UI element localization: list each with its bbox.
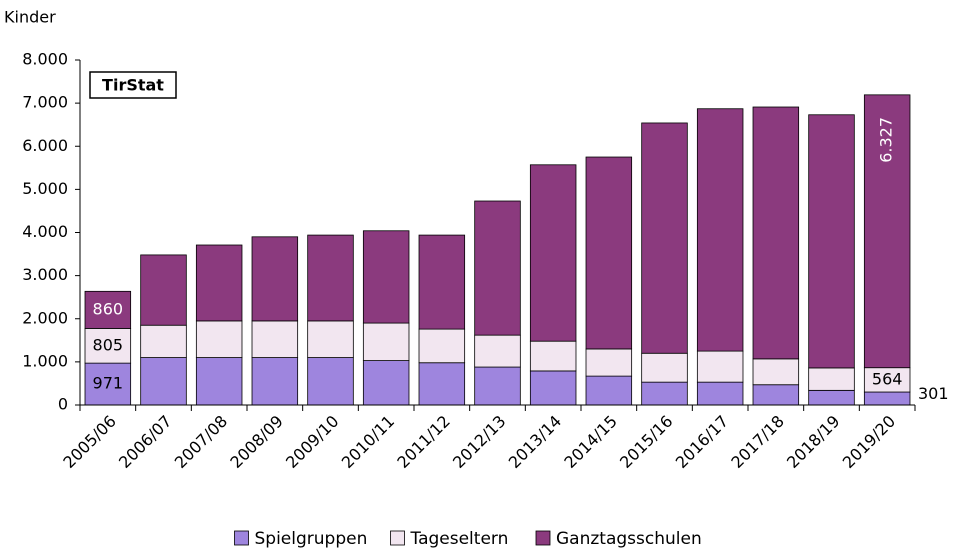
y-tick-label: 2.000 (22, 308, 68, 327)
bar-segment (585, 156, 633, 350)
bar-segment (140, 254, 187, 326)
bar-segment (529, 370, 577, 406)
value-label: 301 (918, 384, 949, 403)
legend-swatch (234, 530, 249, 546)
legend-label: Tageseltern (410, 529, 509, 549)
bar-segment (251, 236, 299, 322)
y-tick-label: 6.000 (22, 136, 68, 155)
x-tick-label: 2010/11 (338, 412, 398, 472)
value-label: 564 (872, 369, 903, 388)
x-tick-label: 2016/17 (672, 412, 732, 472)
bar-segment (863, 367, 911, 393)
value-label: 860 (93, 299, 124, 318)
bar-segment (585, 348, 633, 377)
bar-segment (752, 384, 800, 406)
bar-segment (251, 320, 299, 358)
bar-segment (251, 357, 299, 406)
bar-segment (140, 324, 187, 358)
bar-segment (529, 164, 577, 342)
y-tick-label: 1.000 (22, 351, 68, 370)
bar-segment (84, 290, 132, 329)
x-tick-label: 2009/10 (282, 412, 342, 472)
x-tick-label: 2015/16 (616, 412, 676, 472)
bar-segment (641, 352, 688, 383)
bar-segment (418, 328, 466, 364)
x-tick-label: 2007/08 (171, 412, 231, 472)
bar-segment (696, 381, 744, 406)
bar-segment (808, 389, 855, 406)
value-label: 6.327 (877, 117, 896, 163)
bar-segment (529, 340, 577, 372)
bar-segment (307, 234, 354, 322)
y-tick-label: 5.000 (22, 179, 68, 198)
bar-segment (641, 122, 688, 354)
y-tick-label: 8.000 (22, 50, 68, 69)
x-tick-label: 2017/18 (727, 412, 787, 472)
bar-segment (362, 322, 410, 361)
x-tick-label: 2008/09 (226, 412, 286, 472)
y-tick-label: 3.000 (22, 265, 68, 284)
bar-segment (474, 334, 521, 368)
bar-segment (362, 230, 410, 324)
bar-segment (863, 94, 911, 369)
bar-segment (307, 320, 354, 358)
x-tick-label: 2011/12 (393, 412, 453, 472)
value-label: 971 (93, 374, 124, 393)
bar-segment (195, 357, 243, 406)
x-tick-label: 2018/19 (783, 412, 843, 472)
bar-segment (307, 357, 354, 406)
legend-swatch (390, 530, 405, 546)
bar-segment (752, 106, 800, 360)
bar-segment (418, 234, 466, 330)
x-tick-label: 2012/13 (449, 412, 509, 472)
legend-label: Spielgruppen (255, 529, 368, 549)
x-tick-label: 2013/14 (505, 412, 565, 472)
y-tick-label: 4.000 (22, 222, 68, 241)
annotation-box (89, 71, 177, 99)
bar-segment (195, 244, 243, 322)
bar-segment (140, 357, 187, 406)
bar-segment (863, 391, 911, 406)
y-axis-label: Kinder (4, 8, 56, 27)
x-tick-label: 2014/15 (560, 412, 620, 472)
bar-segment (418, 362, 466, 406)
x-tick-label: 2006/07 (115, 412, 175, 472)
x-tick-label: 2019/20 (839, 412, 899, 472)
bar-segment (474, 366, 521, 406)
bar-segment (585, 375, 633, 406)
y-tick-label: 7.000 (22, 93, 68, 112)
x-tick-label: 2005/06 (59, 412, 119, 472)
value-label: 805 (93, 335, 124, 354)
bar-segment (195, 320, 243, 358)
legend-swatch (535, 530, 551, 546)
bar-segment (808, 114, 855, 369)
bar-segment (696, 108, 744, 352)
y-tick-label: 0 (58, 395, 68, 414)
annotation: TirStat (102, 76, 164, 95)
bar-segment (752, 358, 800, 386)
bar-segment (641, 381, 688, 406)
bar-segment (474, 200, 521, 336)
legend-label: Ganztagsschulen (556, 529, 702, 549)
bar-segment (696, 350, 744, 383)
bar-segment (808, 367, 855, 391)
bar-segment (362, 360, 410, 406)
